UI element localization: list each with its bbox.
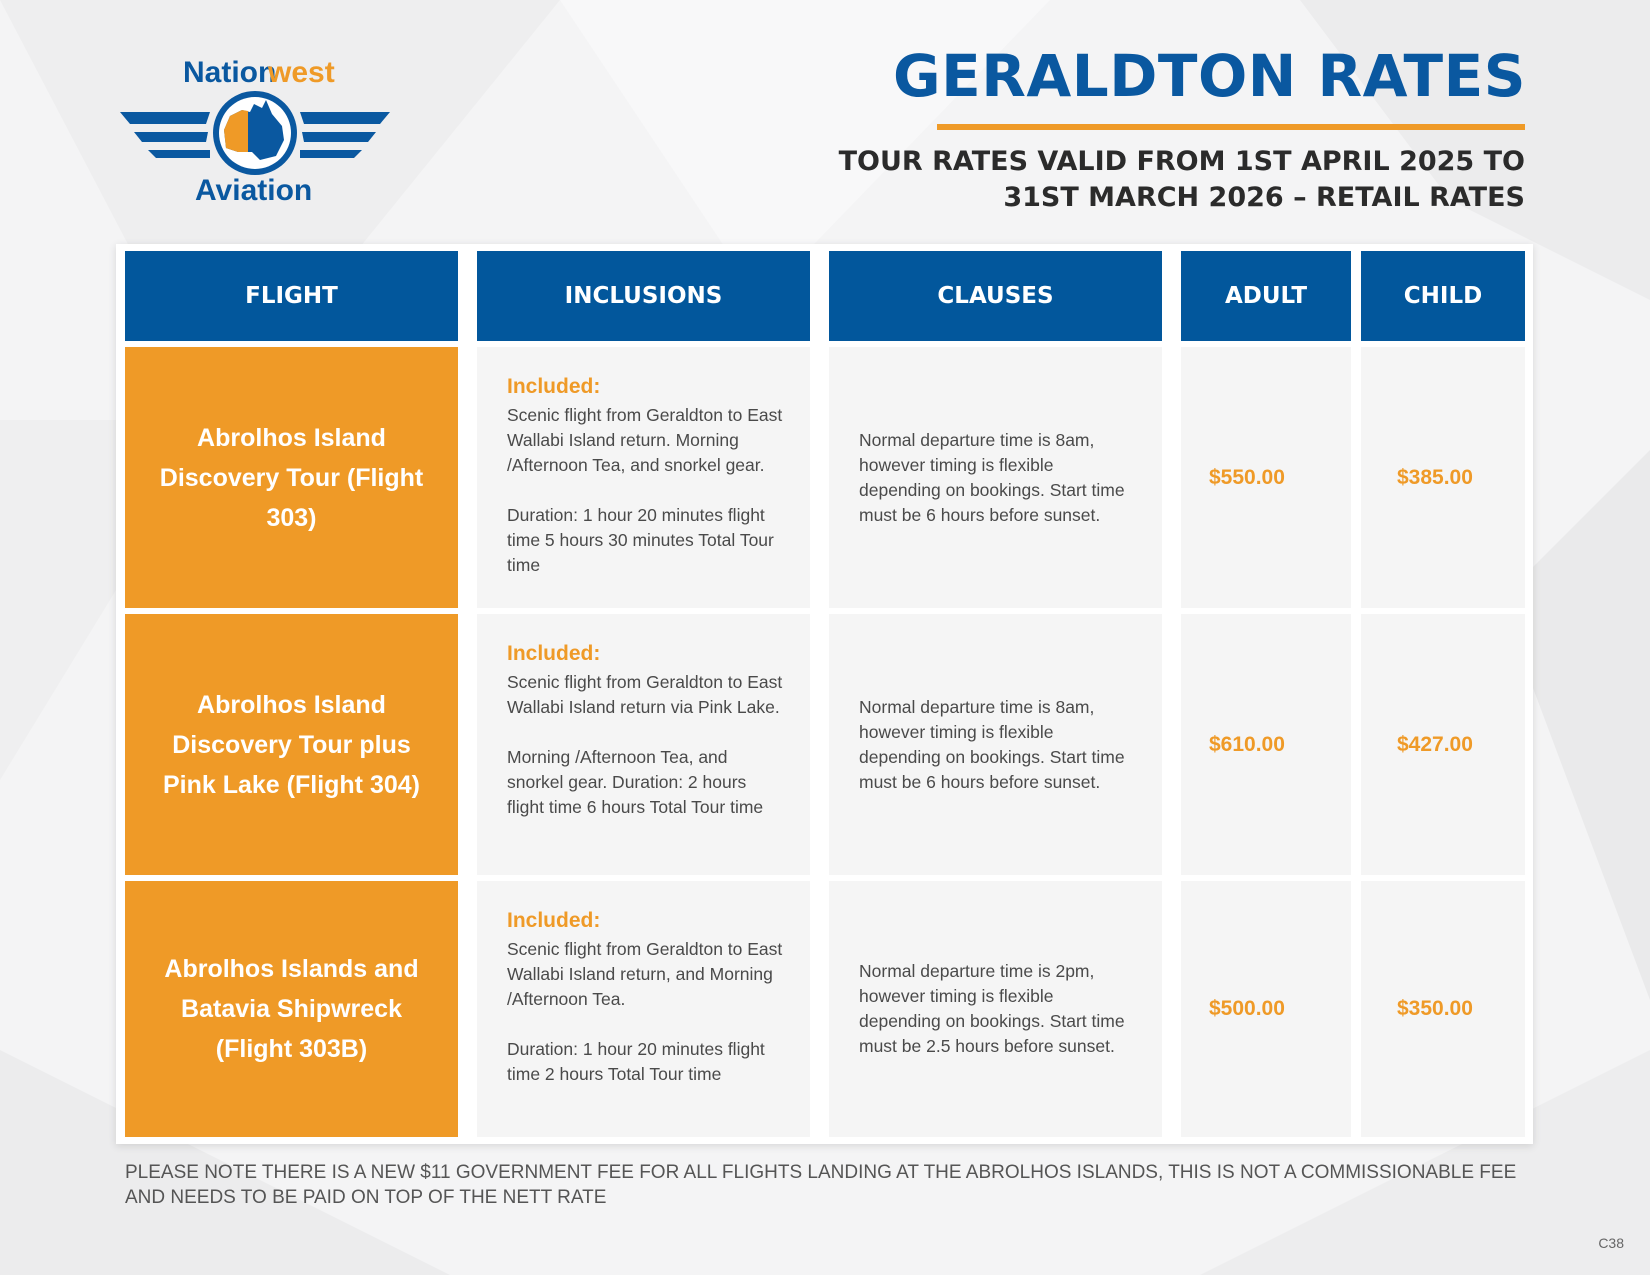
- adult-price: $550.00: [1181, 347, 1351, 608]
- logo-brand-part2: west: [267, 56, 335, 89]
- column-header-clauses: CLAUSES: [829, 251, 1162, 341]
- included-label: Included:: [507, 642, 601, 665]
- inclusions-duration: Duration: 1 hour 20 minutes flight time …: [507, 505, 774, 575]
- subtitle-line-2: 31ST MARCH 2026 – RETAIL RATES: [1003, 182, 1525, 213]
- inclusions-cell: Included: Scenic flight from Geraldton t…: [477, 614, 810, 875]
- subtitle-line-1: TOUR RATES VALID FROM 1ST APRIL 2025 TO: [838, 146, 1525, 177]
- column-header-inclusions: INCLUSIONS: [477, 251, 810, 341]
- page-title: GERALDTON RATES: [893, 42, 1526, 110]
- rates-table: FLIGHT INCLUSIONS CLAUSES ADULT CHILD Ab…: [116, 244, 1533, 1144]
- clauses-cell: Normal departure time is 8am, however ti…: [829, 347, 1162, 608]
- child-price: $427.00: [1361, 614, 1525, 875]
- column-header-adult: ADULT: [1181, 251, 1351, 341]
- adult-price: $500.00: [1181, 881, 1351, 1137]
- inclusions-duration: Duration: 1 hour 20 minutes flight time …: [507, 1039, 765, 1084]
- column-header-flight: FLIGHT: [125, 251, 458, 341]
- inclusions-cell: Included: Scenic flight from Geraldton t…: [477, 347, 810, 608]
- title-underline: [937, 124, 1525, 130]
- inclusions-text: Scenic flight from Geraldton to East Wal…: [507, 939, 783, 1009]
- column-header-child: CHILD: [1361, 251, 1525, 341]
- inclusions-text: Scenic flight from Geraldton to East Wal…: [507, 672, 783, 717]
- flight-name: Abrolhos Island Discovery Tour plus Pink…: [125, 614, 458, 875]
- logo-brand-part1: Nation: [183, 56, 276, 89]
- child-price: $385.00: [1361, 347, 1525, 608]
- adult-price: $610.00: [1181, 614, 1351, 875]
- clauses-cell: Normal departure time is 8am, however ti…: [829, 614, 1162, 875]
- included-label: Included:: [507, 375, 601, 398]
- government-fee-note: PLEASE NOTE THERE IS A NEW $11 GOVERNMEN…: [125, 1162, 1517, 1208]
- logo-brand-sub: Aviation: [195, 174, 312, 207]
- inclusions-duration: Morning /Afternoon Tea, and snorkel gear…: [507, 747, 764, 817]
- clauses-cell: Normal departure time is 2pm, however ti…: [829, 881, 1162, 1137]
- flight-name: Abrolhos Island Discovery Tour (Flight 3…: [125, 347, 458, 608]
- inclusions-text: Scenic flight from Geraldton to East Wal…: [507, 405, 783, 475]
- inclusions-cell: Included: Scenic flight from Geraldton t…: [477, 881, 810, 1137]
- flight-name: Abrolhos Islands and Batavia Shipwreck (…: [125, 881, 458, 1137]
- included-label: Included:: [507, 909, 601, 932]
- nationwest-aviation-logo: Nation west Aviation: [120, 56, 390, 207]
- child-price: $350.00: [1361, 881, 1525, 1137]
- page-code: C38: [1598, 1235, 1624, 1251]
